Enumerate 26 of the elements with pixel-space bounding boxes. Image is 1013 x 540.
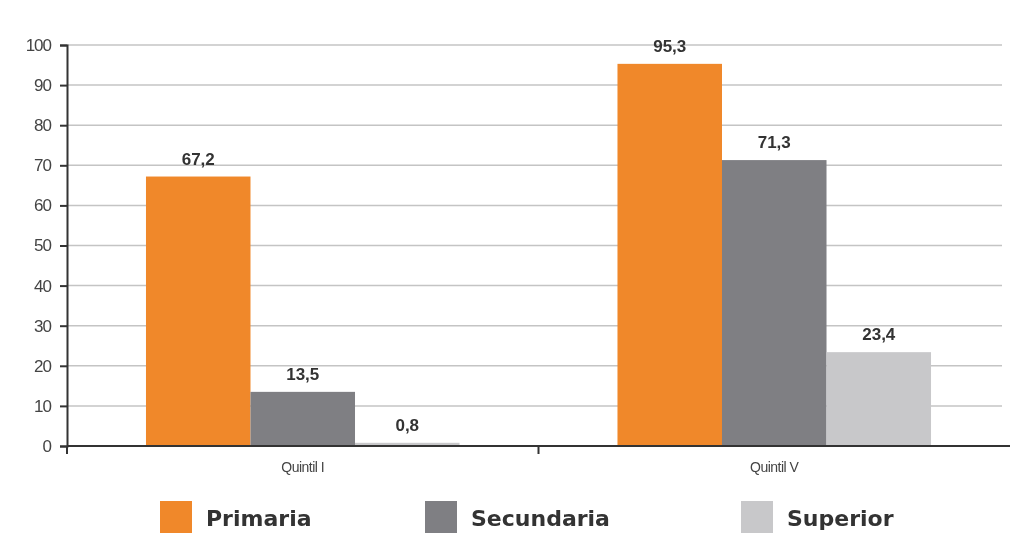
y-tick-label: 80 [34, 116, 52, 136]
y-tick-label: 50 [34, 236, 52, 256]
x-tick-label: Quintil I [281, 459, 325, 475]
data-label: 67,2 [181, 149, 215, 169]
y-tick-label: 30 [34, 316, 52, 336]
y-tick-label: 40 [34, 276, 52, 296]
legend-label: Secundaria [471, 506, 610, 531]
bar [250, 391, 356, 446]
data-label: 95,3 [653, 36, 687, 56]
legend-label: Superior [787, 506, 894, 531]
y-tick-label: 90 [34, 76, 52, 96]
y-tick-label: 70 [34, 156, 52, 176]
bar [145, 176, 251, 446]
y-tick-label: 60 [34, 196, 52, 216]
y-tick-label: 0 [42, 436, 52, 456]
legend-label: Primaria [206, 506, 312, 531]
bar [617, 63, 722, 446]
y-tick-label: 10 [34, 396, 52, 416]
data-label: 13,5 [286, 364, 320, 384]
bar [721, 160, 827, 446]
y-tick-label: 20 [34, 356, 52, 376]
x-tick-label: Quintil V [750, 459, 800, 475]
y-tick-label: 100 [25, 35, 52, 55]
data-label: 23,4 [862, 325, 896, 345]
data-label: 0,8 [395, 415, 420, 435]
data-label: 71,3 [757, 133, 791, 153]
